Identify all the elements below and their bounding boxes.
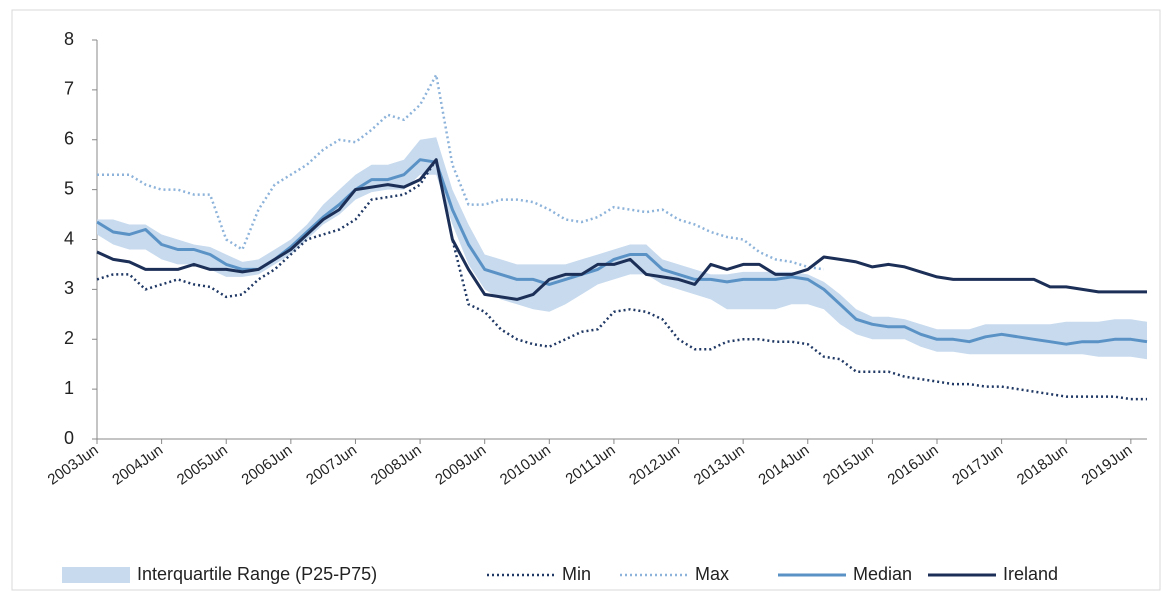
y-tick-label: 6 <box>64 129 74 149</box>
x-tick-label: 2006Jun <box>239 442 296 489</box>
x-tick-label: 2011Jun <box>562 442 618 488</box>
legend-label: Median <box>853 564 912 584</box>
y-tick-label: 3 <box>64 278 74 298</box>
x-tick-label: 2015Jun <box>820 442 877 489</box>
legend-label: Min <box>562 564 591 584</box>
iqr-band <box>97 137 1147 360</box>
y-tick-label: 0 <box>64 428 74 448</box>
y-tick-label: 5 <box>64 178 74 198</box>
series-line <box>97 73 825 271</box>
x-tick-label: 2017Jun <box>949 442 1006 489</box>
y-tick-label: 4 <box>64 228 74 248</box>
x-tick-label: 2008Jun <box>368 442 425 489</box>
x-tick-label: 2010Jun <box>497 442 554 489</box>
legend-label: Interquartile Range (P25-P75) <box>137 564 377 584</box>
legend-swatch <box>62 567 130 583</box>
x-tick-label: 2003Jun <box>45 442 102 489</box>
x-tick-label: 2013Jun <box>691 442 748 489</box>
legend-label: Max <box>695 564 729 584</box>
y-tick-label: 7 <box>64 79 74 99</box>
y-tick-label: 1 <box>64 378 74 398</box>
x-tick-label: 2007Jun <box>303 442 360 489</box>
y-tick-label: 8 <box>64 29 74 49</box>
x-tick-label: 2004Jun <box>109 442 166 489</box>
x-tick-label: 2012Jun <box>626 442 683 489</box>
x-tick-label: 2018Jun <box>1014 442 1071 489</box>
legend-label: Ireland <box>1003 564 1058 584</box>
x-tick-label: 2019Jun <box>1079 442 1136 489</box>
x-tick-label: 2016Jun <box>885 442 942 489</box>
chart-border <box>11 9 1161 591</box>
series-line <box>96 158 1147 401</box>
y-tick-label: 2 <box>64 328 74 348</box>
x-tick-label: 2009Jun <box>432 442 489 489</box>
series-line <box>96 158 1147 301</box>
x-tick-label: 2014Jun <box>755 442 812 489</box>
x-tick-label: 2005Jun <box>174 442 231 489</box>
